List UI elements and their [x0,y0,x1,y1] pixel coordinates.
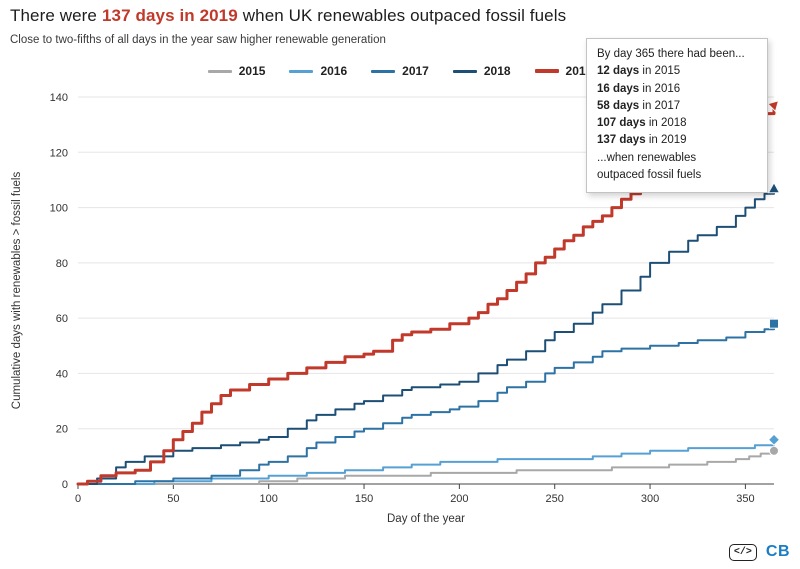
svg-text:40: 40 [56,368,68,380]
svg-text:0: 0 [75,493,81,505]
legend-label-2019: 2019 [565,64,593,78]
tooltip-row-2016: 16 days in 2016 [597,82,681,95]
svg-text:120: 120 [50,147,68,159]
legend-swatch-2019 [534,69,559,73]
legend-item-2018[interactable]: 2018 [452,64,511,78]
svg-text:250: 250 [546,493,564,505]
tooltip-header: By day 365 there had been... [597,48,745,60]
tooltip-footer-line2: outpaced fossil fuels [597,168,702,181]
legend-label-2015: 2015 [238,64,266,78]
svg-text:140: 140 [50,92,68,104]
legend-item-2017[interactable]: 2017 [371,64,429,78]
legend-item-2016[interactable]: 2016 [289,64,347,78]
legend-swatch-2015 [207,69,232,73]
svg-text:350: 350 [736,493,754,505]
svg-text:0: 0 [62,479,68,491]
tooltip-row-2015: 12 days in 2015 [597,65,681,78]
embed-code-icon[interactable]: </> [728,543,757,561]
title-highlight: 137 days in 2019 [101,6,238,25]
carbonbrief-logo[interactable]: CB [765,543,790,560]
tooltip-footer-line1: ...when renewables [597,151,697,164]
title-suffix: when UK renewables outpaced fossil fuels [242,6,567,25]
chart-tooltip: By day 365 there had been... 12 days in … [586,38,768,193]
svg-text:200: 200 [450,493,468,505]
svg-text:20: 20 [56,424,68,436]
svg-text:50: 50 [167,493,179,505]
chart-subtitle: Close to two-fifths of all days in the y… [10,34,386,46]
svg-text:100: 100 [260,493,278,505]
svg-text:100: 100 [50,203,68,215]
svg-text:60: 60 [56,313,68,325]
legend-label-2017: 2017 [402,64,429,78]
legend-label-2018: 2018 [483,64,511,78]
legend-swatch-2018 [452,69,477,73]
branding: </> CB [728,543,790,561]
legend-item-2015[interactable]: 2015 [207,64,266,78]
svg-text:Day of the year: Day of the year [387,513,465,525]
tooltip-row-2019: 137 days in 2019 [597,134,687,147]
svg-text:Cumulative days with renewable: Cumulative days with renewables > fossil… [11,172,23,410]
legend-swatch-2017 [371,69,396,73]
chart-legend: 2015 2016 2017 2018 2019 [0,64,800,78]
tooltip-row-2017: 58 days in 2017 [597,99,681,112]
legend-item-2019[interactable]: 2019 [534,64,593,78]
title-prefix: There were [10,6,97,25]
svg-text:300: 300 [641,493,659,505]
legend-label-2016: 2016 [320,64,348,78]
page-title: There were 137 days in 2019 when UK renewa… [10,6,566,26]
svg-text:150: 150 [355,493,373,505]
tooltip-row-2018: 107 days in 2018 [597,117,687,129]
legend-swatch-2016 [289,69,314,73]
svg-text:80: 80 [56,258,68,270]
